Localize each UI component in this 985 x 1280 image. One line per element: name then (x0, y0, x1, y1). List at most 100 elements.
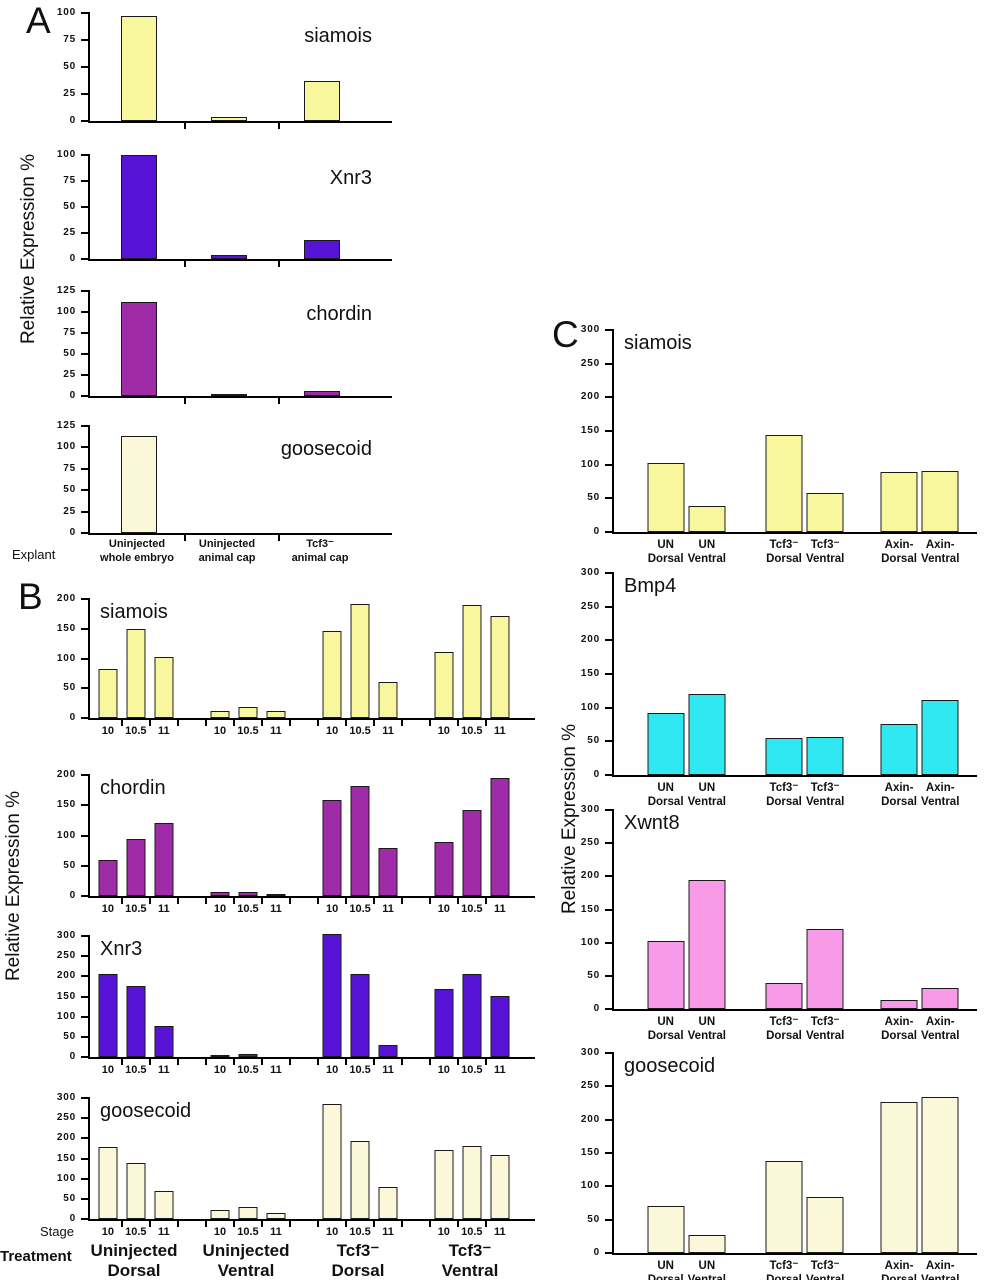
y-tick-mark (81, 955, 90, 958)
category-label: Tcf3⁻ Dorsal (766, 539, 802, 565)
bar (765, 435, 803, 532)
bar (322, 630, 342, 718)
stage-tick-label: 11 (270, 1064, 282, 1076)
y-tick-label: 150 (580, 903, 600, 915)
y-tick-mark (81, 1218, 90, 1220)
y-tick-label: 200 (580, 1113, 600, 1125)
stage-tick-label: 10.5 (461, 903, 483, 915)
x-tick (121, 720, 124, 726)
y-tick-label: 50 (587, 1213, 600, 1225)
y-tick-mark (605, 1152, 614, 1154)
y-tick-mark (81, 395, 90, 397)
x-tick (456, 720, 459, 726)
x-tick (428, 1059, 431, 1065)
stage-tick-label: 10.5 (237, 903, 259, 915)
bar (880, 999, 918, 1009)
bar (154, 1025, 174, 1057)
y-tick-mark (81, 1015, 90, 1018)
category-label: UN Dorsal (647, 1016, 684, 1042)
y-tick-mark (81, 935, 90, 937)
y-tick-label: 250 (580, 600, 600, 612)
x-tick (484, 720, 487, 726)
bar (98, 669, 118, 718)
y-tick-mark (81, 232, 90, 234)
y-tick-label: 200 (580, 870, 600, 882)
y-tick-mark (605, 673, 614, 675)
x-tick (400, 1059, 403, 1065)
x-tick (400, 898, 403, 904)
bar (266, 1213, 286, 1219)
y-tick-mark (605, 1052, 614, 1054)
y-tick-label: 100 (580, 936, 600, 948)
y-tick-mark (605, 329, 614, 331)
y-tick-label: 25 (63, 227, 76, 238)
y-tick-mark (605, 875, 614, 878)
bar (266, 894, 286, 896)
y-tick-label: 75 (63, 34, 76, 45)
y-tick-mark (81, 657, 90, 660)
y-tick-mark (81, 290, 90, 292)
y-tick-mark (605, 1185, 614, 1188)
bar (378, 682, 398, 718)
y-tick-mark (81, 1097, 90, 1099)
y-tick-label: 250 (56, 950, 76, 962)
y-tick-label: 0 (69, 527, 76, 538)
y-tick-mark (605, 1252, 614, 1254)
bar (490, 996, 510, 1057)
bar (921, 988, 959, 1009)
y-tick-label: 300 (56, 930, 76, 941)
bar (303, 390, 340, 396)
bar (126, 628, 146, 718)
stage-tick-label: 10 (325, 725, 339, 737)
bar (647, 940, 685, 1009)
category-label: UN Dorsal (647, 1260, 684, 1280)
stage-tick-label: 10 (213, 1226, 227, 1238)
y-tick-label: 50 (63, 1192, 76, 1204)
stage-tick-label: 10 (437, 1226, 450, 1238)
chart-title: Xwnt8 (624, 812, 680, 834)
stage-tick-label: 11 (157, 1064, 170, 1076)
stage-tick-label: 11 (382, 903, 394, 915)
y-tick-mark (81, 206, 90, 208)
stage-tick-label: 10 (437, 725, 450, 737)
y-tick-label: 125 (56, 420, 76, 431)
x-tick (288, 720, 291, 726)
bar (490, 778, 510, 896)
x-tick (148, 1221, 151, 1227)
bar (462, 604, 482, 718)
x-tick (260, 1059, 263, 1065)
bar (210, 710, 230, 718)
stage-tick-label: 10 (213, 903, 227, 915)
stage-tick-label: 10 (101, 725, 114, 737)
bar (210, 254, 247, 259)
stage-tick-label: 10 (325, 903, 339, 915)
bar (98, 859, 118, 896)
category-label: UN Ventral (687, 539, 726, 565)
x-tick (372, 720, 375, 726)
y-tick-mark (81, 154, 90, 156)
x-tick (456, 898, 459, 904)
y-tick-label: 100 (56, 652, 76, 664)
stage-tick-label: 10 (101, 903, 114, 915)
y-tick-mark (605, 639, 614, 642)
y-tick-label: 200 (580, 391, 600, 403)
y-tick-mark (81, 1197, 90, 1200)
panel-b-ylabel: Relative Expression % (3, 790, 24, 982)
b-treatment-1: Uninjected Dorsal (90, 1241, 178, 1280)
y-tick-mark (81, 39, 90, 41)
y-tick-label: 0 (69, 253, 76, 264)
stage-tick-label: 10 (213, 725, 227, 737)
y-tick-label: 150 (580, 1147, 600, 1158)
y-tick-mark (81, 311, 90, 313)
x-tick (148, 898, 151, 904)
bar (434, 1150, 454, 1219)
stage-tick-label: 10.5 (349, 903, 371, 915)
y-tick-mark (605, 974, 614, 977)
x-tick (484, 1059, 487, 1065)
y-tick-mark (81, 120, 90, 122)
chart-title: goosecoid (100, 1100, 192, 1122)
chart-b-goosecoid: 0 50 100 150 200 250 300 10 10.5 11 10 10.5 11 10 10.5… (57, 1092, 535, 1238)
y-tick-mark (81, 425, 90, 427)
y-tick-label: 0 (69, 890, 76, 901)
